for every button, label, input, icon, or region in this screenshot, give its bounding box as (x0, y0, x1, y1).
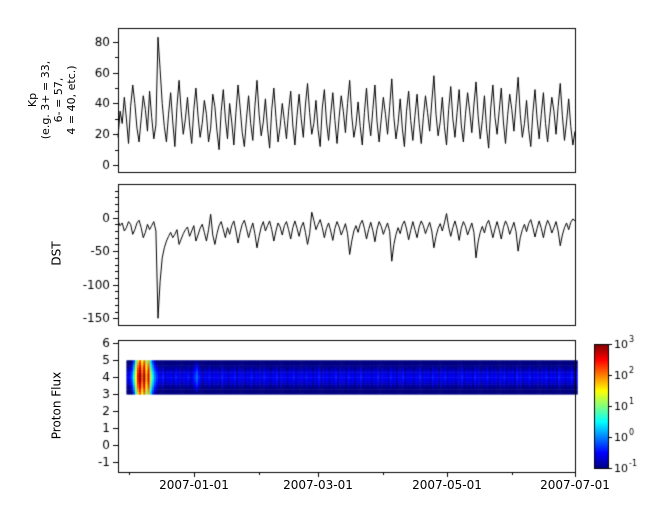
x-tick-label-jan: 2007-01-01 (159, 478, 229, 492)
x-tick-label-mar: 2007-03-01 (283, 478, 353, 492)
kp-y-axis-label: Kp (e.g. 3+ = 33, 6- = 57, 4 = 40, etc.) (26, 60, 78, 140)
proton-flux-y-axis-label: Proton Flux (49, 371, 64, 440)
x-tick-label-may: 2007-05-01 (412, 478, 482, 492)
x-tick-label-jul: 2007-07-01 (540, 478, 610, 492)
dst-y-axis-label: DST (49, 241, 64, 266)
